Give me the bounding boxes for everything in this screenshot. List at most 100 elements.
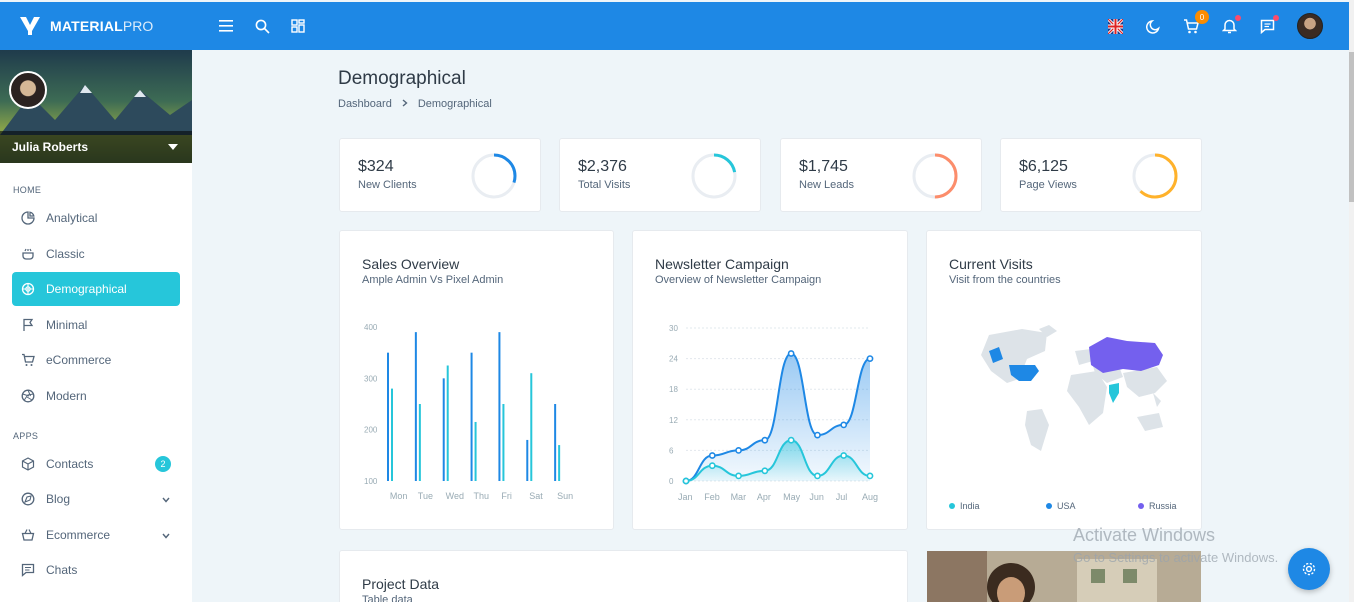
bar xyxy=(442,378,445,481)
visits-title: Current Visits xyxy=(949,256,1033,272)
progress-arc xyxy=(471,153,517,199)
legend-label: India xyxy=(960,501,980,511)
nav-section-caption: HOME xyxy=(13,185,42,195)
breadcrumb: Dashboard Demographical xyxy=(338,98,492,110)
stat-card-new-leads: $1,745 New Leads xyxy=(780,138,982,212)
bar xyxy=(414,332,417,481)
brand-logo[interactable]: MATERIAL PRO xyxy=(0,15,192,37)
menu-toggle-icon[interactable] xyxy=(218,18,234,34)
x-tick-label: Wed xyxy=(446,491,464,501)
newsletter-subtitle: Overview of Newsletter Campaign xyxy=(655,274,822,286)
world-map xyxy=(981,325,1167,451)
blog-icon xyxy=(20,491,36,507)
sidebar-item-modern[interactable]: Modern xyxy=(12,379,180,413)
x-tick-label: Mar xyxy=(731,492,747,502)
activate-windows-subtitle: Go to Settings to activate Windows. xyxy=(1073,550,1279,565)
bar xyxy=(498,332,501,481)
cart-icon[interactable]: 0 xyxy=(1183,10,1209,34)
visits-subtitle: Visit from the countries xyxy=(949,274,1061,286)
sidebar-item-chats[interactable]: Chats xyxy=(12,553,180,587)
profile-card: Julia Roberts xyxy=(0,50,192,163)
x-tick-label: Jul xyxy=(836,492,848,502)
sidebar-item-classic[interactable]: Classic xyxy=(12,237,180,271)
breadcrumb-current: Demographical xyxy=(417,98,492,110)
messages-dot xyxy=(1273,15,1279,21)
sidebar-item-analytical[interactable]: Analytical xyxy=(12,201,180,235)
brand-name-bold: MATERIAL xyxy=(50,18,123,34)
flag-icon xyxy=(20,317,36,333)
profile-name-toggle[interactable]: Julia Roberts xyxy=(0,131,192,163)
legend-label: USA xyxy=(1057,501,1076,511)
x-tick-label: Thu xyxy=(474,491,490,501)
sidebar-item-ecommerce[interactable]: Ecommerce xyxy=(12,518,180,552)
legend-russia: Russia xyxy=(1138,501,1177,511)
chevron-down-icon xyxy=(162,492,170,506)
data-point xyxy=(682,477,690,485)
sidebar-item-label: Chats xyxy=(46,563,78,577)
uk-flag-icon[interactable] xyxy=(1107,18,1123,34)
aperture-icon xyxy=(20,388,36,404)
sidebar-item-label: Classic xyxy=(46,246,85,261)
gear-icon xyxy=(1302,562,1316,576)
sidebar: Julia Roberts HOME Analytical Classic Demog… xyxy=(0,50,192,602)
scrollbar-thumb[interactable] xyxy=(1349,52,1354,202)
bar xyxy=(391,388,393,481)
caret-down-icon xyxy=(168,144,178,150)
messages-icon[interactable] xyxy=(1259,15,1279,34)
sidebar-item-ecommerce[interactable]: eCommerce xyxy=(12,343,180,377)
legend-dot xyxy=(949,503,955,509)
y-tick-label: 24 xyxy=(669,355,678,364)
data-point xyxy=(840,421,848,429)
legend-dot xyxy=(1046,503,1052,509)
data-point xyxy=(761,467,769,475)
newsletter-title: Newsletter Campaign xyxy=(655,256,789,272)
stat-value: $1,745 xyxy=(799,158,848,175)
data-point xyxy=(866,472,874,480)
sidebar-item-demographical[interactable]: Demographical xyxy=(12,272,180,306)
bar xyxy=(530,373,533,481)
page-scrollbar[interactable] xyxy=(1349,0,1354,602)
data-point xyxy=(787,436,795,444)
stat-value: $6,125 xyxy=(1019,158,1068,175)
project-data-card: Project Data Table data xyxy=(339,550,908,602)
settings-fab[interactable] xyxy=(1288,548,1330,590)
page-title: Demographical xyxy=(338,68,466,89)
stat-label: Page Views xyxy=(1019,179,1077,191)
x-tick-label: Apr xyxy=(757,492,771,502)
progress-donut xyxy=(691,153,737,199)
series-area xyxy=(686,440,870,481)
breadcrumb-dashboard[interactable]: Dashboard xyxy=(338,98,392,110)
sidebar-item-label: eCommerce xyxy=(46,353,112,367)
sidebar-item-minimal[interactable]: Minimal xyxy=(12,308,180,342)
profile-avatar[interactable] xyxy=(9,71,47,109)
activate-windows-title: Activate Windows xyxy=(1073,525,1216,545)
newsletter-area-chart: 0 6 12 18 24 30 Jan Feb Mar Apr May Jun Jul Aug xyxy=(669,324,878,502)
sidebar-item-blog[interactable]: Blog xyxy=(12,482,180,516)
bar xyxy=(446,365,449,481)
classic-icon xyxy=(20,246,36,262)
x-tick-label: Sun xyxy=(557,491,573,501)
sales-bar-chart: 100 200 300 400 Mon Tue Wed Thu Fri Sat Sun xyxy=(364,323,573,501)
user-avatar[interactable] xyxy=(1297,13,1323,39)
apps-grid-icon[interactable] xyxy=(290,18,306,34)
progress-donut xyxy=(912,153,958,199)
stat-card-new-clients: $324 New Clients xyxy=(339,138,541,212)
notification-bell-icon[interactable] xyxy=(1221,15,1241,34)
y-tick-label: 200 xyxy=(364,426,378,435)
x-tick-label: Tue xyxy=(418,491,433,501)
sidebar-item-label: Modern xyxy=(46,388,87,403)
search-icon[interactable] xyxy=(254,18,270,34)
x-tick-label: Sat xyxy=(529,491,543,501)
sidebar-item-label: Demographical xyxy=(46,282,127,296)
data-point xyxy=(708,462,716,470)
x-tick-label: May xyxy=(783,492,801,502)
notification-dot xyxy=(1235,15,1241,21)
stat-value: $324 xyxy=(358,158,394,175)
dark-mode-moon-icon[interactable] xyxy=(1145,18,1161,34)
sidebar-item-label: Blog xyxy=(46,492,71,506)
sidebar-item-contacts[interactable]: Contacts 2 xyxy=(12,447,180,481)
y-tick-label: 12 xyxy=(669,416,678,425)
top-navbar: MATERIAL PRO 0 xyxy=(0,2,1349,50)
stat-label: New Leads xyxy=(799,179,855,191)
progress-donut xyxy=(471,153,517,199)
